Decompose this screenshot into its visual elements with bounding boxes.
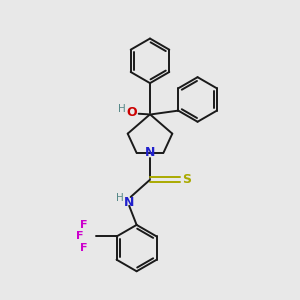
Text: H: H <box>118 104 126 114</box>
Text: N: N <box>145 146 155 160</box>
Text: S: S <box>182 173 191 186</box>
Text: O: O <box>126 106 137 119</box>
Text: H: H <box>116 193 123 203</box>
Text: F: F <box>80 243 88 253</box>
Text: F: F <box>76 232 84 242</box>
Text: N: N <box>124 196 134 208</box>
Text: F: F <box>80 220 88 230</box>
